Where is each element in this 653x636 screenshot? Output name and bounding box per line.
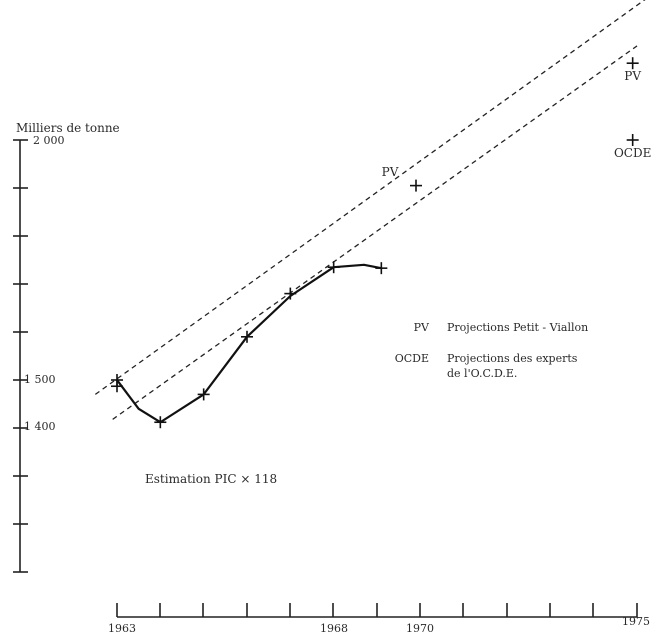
data-point bbox=[327, 261, 340, 274]
x-tick-label: 1970 bbox=[406, 622, 434, 635]
annotation: Estimation PIC × 118 bbox=[145, 472, 277, 486]
y-tick-label: 2 000 bbox=[33, 134, 65, 147]
x-tick-label: 1975 bbox=[622, 615, 650, 628]
y-tick-label: 1 500 bbox=[24, 373, 56, 386]
point-labels: PV PV OCDE bbox=[382, 69, 652, 179]
trend-line bbox=[94, 0, 646, 395]
data-point bbox=[111, 380, 123, 393]
series-line bbox=[115, 263, 383, 424]
trend-lines bbox=[94, 0, 646, 420]
data-point bbox=[284, 287, 297, 300]
data-points bbox=[111, 57, 639, 429]
x-ticks bbox=[116, 603, 638, 617]
data-point bbox=[410, 179, 422, 192]
data-point bbox=[375, 262, 388, 275]
data-point bbox=[626, 134, 639, 146]
point-label: PV bbox=[624, 69, 641, 83]
data-point bbox=[154, 416, 167, 429]
y-ticks bbox=[13, 139, 28, 573]
legend: PV Projections Petit - Viallon OCDE Proj… bbox=[395, 321, 589, 380]
x-tick-label: 1968 bbox=[320, 622, 348, 635]
legend-text-pv: Projections Petit - Viallon bbox=[447, 321, 588, 334]
x-tick-label: 1963 bbox=[108, 622, 136, 635]
y-axis-label: Milliers de tonne bbox=[16, 121, 120, 135]
data-point bbox=[197, 388, 210, 401]
series bbox=[115, 263, 383, 424]
point-label: OCDE bbox=[614, 146, 651, 160]
legend-text-ocde-line2: de l'O.C.D.E. bbox=[447, 367, 517, 380]
legend-abbr-ocde: OCDE bbox=[395, 352, 429, 365]
data-point bbox=[626, 57, 639, 70]
legend-abbr-pv: PV bbox=[414, 321, 430, 334]
data-point bbox=[241, 330, 253, 343]
point-label: PV bbox=[382, 165, 399, 179]
y-tick-label: 1 400 bbox=[24, 420, 56, 433]
legend-text-ocde: Projections des experts bbox=[447, 352, 578, 365]
